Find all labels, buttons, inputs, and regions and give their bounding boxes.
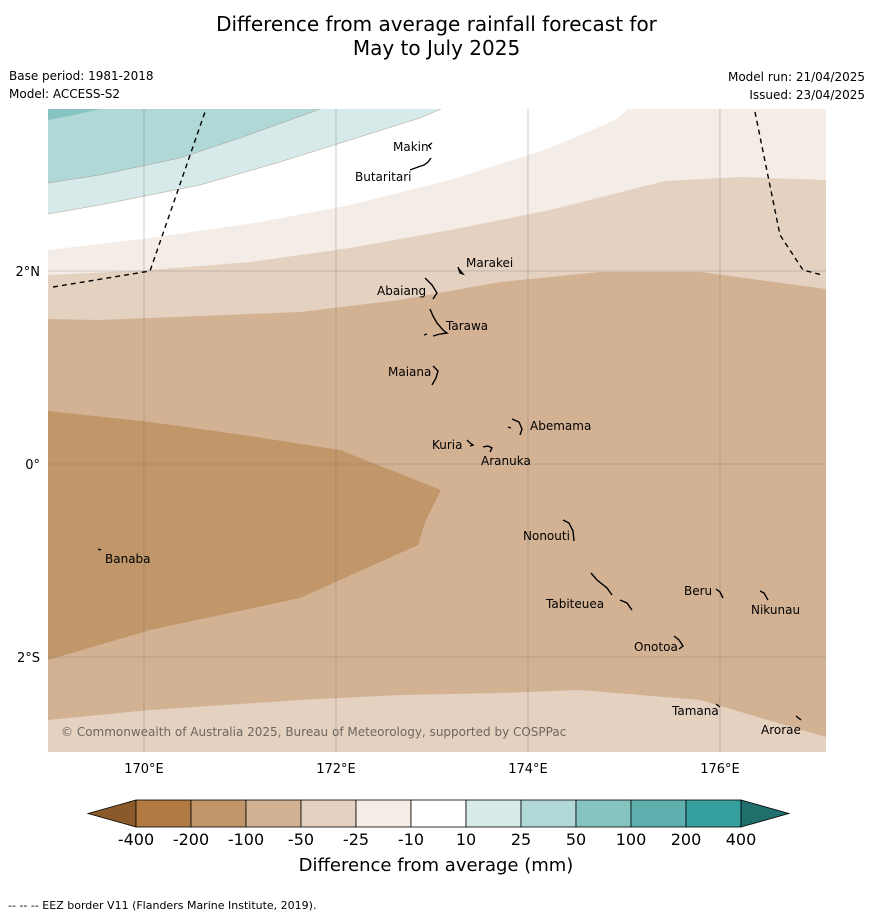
onotoa-shape [673,635,684,650]
island-label-abemama: Abemama [530,419,591,433]
model-run-label: Model run: 21/04/2025 [727,70,865,84]
base-period-label: Base period: 1981-2018 [9,69,154,83]
tamana-shape [715,703,721,708]
legend-tick-label: -400 [118,830,154,849]
legend-swatch [630,799,687,828]
tabiteuea-shape [590,572,633,611]
lon-tick-label: 176°E [700,762,740,777]
island-label-abaiang: Abaiang [377,284,426,298]
banaba-shape [97,548,102,551]
legend-swatch [190,799,247,828]
island-label-tamana: Tamana [671,704,719,718]
island-label-maiana: Maiana [388,365,431,379]
title-line-1: Difference from average rainfall forecas… [216,12,657,36]
legend-swatch [355,799,412,828]
island-label-tabiteuea: Tabiteuea [545,597,604,611]
title-line-2: May to July 2025 [352,36,521,60]
legend-swatch [300,799,357,828]
legend-swatch [575,799,632,828]
legend-swatch [465,799,522,828]
legend-extend-low [86,799,137,828]
eez-border-east [754,111,823,276]
legend-tick-label: 10 [456,830,476,849]
abemama-shape [507,418,523,436]
legend-tick-label: -10 [398,830,424,849]
band-25-50 [48,109,320,183]
lon-tick-label: 174°E [508,762,548,777]
island-labels: Makin Butaritari Marakei Abaiang Tarawa … [105,140,801,737]
legend-tick-label: 400 [726,830,757,849]
eez-footnote: -- -- -- EEZ border V11 (Flanders Marine… [8,899,317,912]
lat-tick-label: 2°S [17,651,40,666]
island-label-nonouti: Nonouti [523,529,570,543]
issued-label: Issued: 23/04/2025 [749,88,865,102]
meta-left: Base period: 1981-2018 Model: ACCESS-S2 [9,67,154,103]
eez-border [52,109,823,288]
band-minus50-minus25-south [48,690,826,752]
chart-title: Difference from average rainfall forecas… [0,12,873,60]
legend-swatch [520,799,577,828]
legend-title: Difference from average (mm) [299,855,574,876]
legend-swatch [410,799,467,828]
gridlines [48,109,826,752]
legend-tick-label: -200 [173,830,209,849]
lon-tick-label: 172°E [316,762,356,777]
maiana-shape [431,365,439,386]
nonouti-shape [562,519,575,542]
copyright-notice: © Commonwealth of Australia 2025, Bureau… [61,725,566,739]
legend-tick-label: -25 [343,830,369,849]
island-label-nikunau: Nikunau [751,603,800,617]
legend-extend-high [740,799,791,828]
band-minus200-minus100 [48,411,441,660]
arorae-shape [795,715,802,721]
tarawa-shape [423,308,449,337]
legend-tick-label: -50 [288,830,314,849]
longitude-tick-labels: 170°E 172°E 174°E 176°E [124,762,740,777]
butaritari-shape [409,157,432,171]
island-label-kuria: Kuria [432,438,463,452]
abaiang-shape [424,277,438,300]
band-50-100 [48,109,100,120]
lat-tick-label: 0° [25,458,40,473]
lon-tick-label: 170°E [124,762,164,777]
makin-shape [427,142,433,150]
island-label-banaba: Banaba [105,552,151,566]
legend-colorbar [86,799,791,828]
legend-tick-label: 50 [566,830,586,849]
latitude-tick-labels: 2°N 0° 2°S [16,265,41,666]
island-label-makin: Makin [393,140,429,154]
legend-swatch [135,799,192,828]
contour-lines [48,109,442,215]
legend-tick-label: 100 [616,830,647,849]
island-label-arorae: Arorae [761,723,801,737]
lat-tick-label: 2°N [16,265,41,280]
legend-swatch [685,799,742,828]
aranuka-shape [482,445,493,453]
legend-tick-label: -100 [228,830,264,849]
meta-right: Model run: 21/04/2025 Issued: 23/04/2025 [728,68,865,104]
island-label-beru: Beru [684,584,712,598]
nikunau-shape [759,590,769,601]
legend-tick-label: 200 [671,830,702,849]
legend-tick-labels: -400 -200 -100 -50 -25 -10 10 25 50 100 200 400 [118,830,756,849]
beru-shape [715,588,724,599]
island-label-aranuka: Aranuka [481,454,531,468]
map-area: Makin Butaritari Marakei Abaiang Tarawa … [48,109,826,752]
island-label-tarawa: Tarawa [445,319,488,333]
island-shapes [97,142,802,721]
island-label-butaritari: Butaritari [355,170,412,184]
marakei-shape [457,266,466,276]
island-label-marakei: Marakei [466,256,513,270]
kuria-shape [466,439,475,447]
island-label-onotoa: Onotoa [634,640,678,654]
model-label: Model: ACCESS-S2 [9,87,121,101]
legend-swatch [245,799,302,828]
legend-tick-label: 25 [511,830,531,849]
